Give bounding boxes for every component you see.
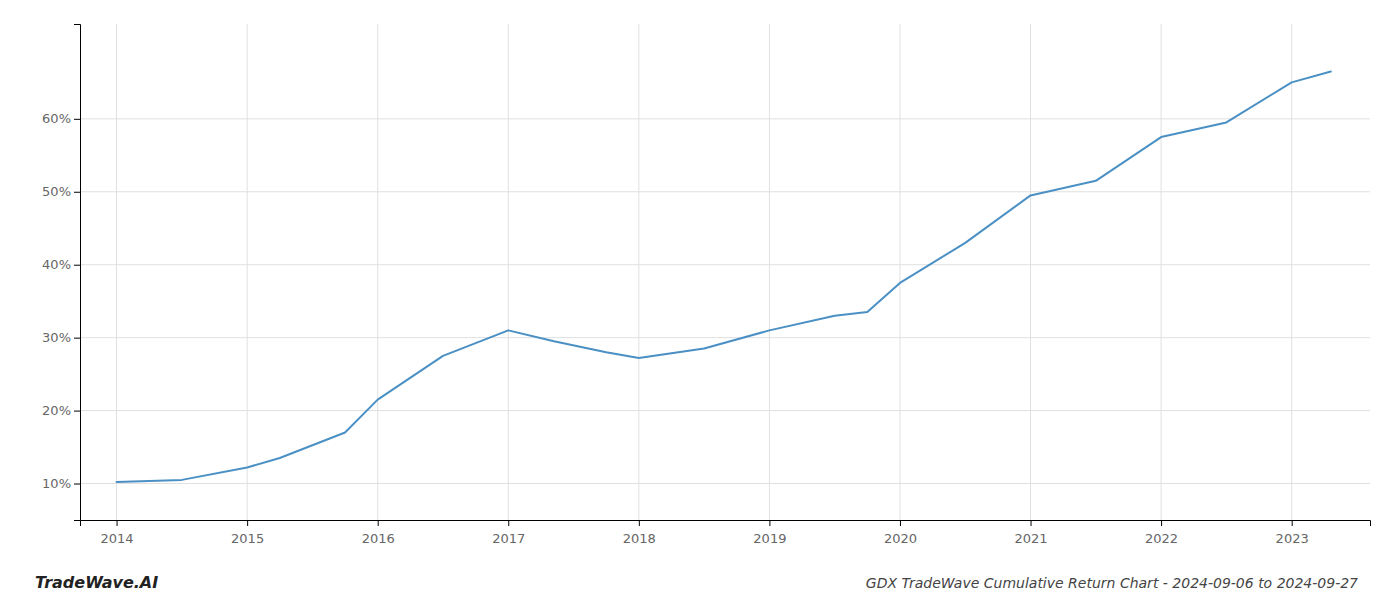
y-tick-label: 10% bbox=[42, 476, 71, 491]
x-tick: 2017 bbox=[492, 520, 525, 546]
x-tick-mark bbox=[639, 520, 640, 526]
x-tick: 2018 bbox=[623, 520, 656, 546]
y-tick-mark bbox=[74, 119, 80, 120]
y-tick-label: 60% bbox=[42, 111, 71, 126]
plot-area: 2014 2015 2016 2017 2018 2019 2020 2021 2022 2023… bbox=[42, 24, 1370, 546]
y-grid-line bbox=[80, 337, 1370, 338]
x-grid-line bbox=[1161, 24, 1162, 520]
x-tick: 2014 bbox=[101, 520, 134, 546]
x-grid-line bbox=[638, 24, 639, 520]
x-tick-mark bbox=[247, 520, 248, 526]
y-tick-label: 30% bbox=[42, 330, 71, 345]
x-tick-label: 2023 bbox=[1276, 531, 1309, 546]
x-tick-mark bbox=[1161, 520, 1162, 526]
title: GDX TradeWave Cumulative Return Chart - … bbox=[866, 575, 1358, 591]
y-tick-mark bbox=[74, 484, 80, 485]
x-tick: 2023 bbox=[1276, 520, 1309, 546]
y-tick-label: 50% bbox=[42, 184, 71, 199]
x-tick-label: 2017 bbox=[492, 531, 525, 546]
x-grid-line bbox=[1030, 24, 1031, 520]
x-axis-line bbox=[81, 521, 1371, 527]
x-grid-line bbox=[1291, 24, 1292, 520]
x-tick: 2016 bbox=[362, 520, 395, 546]
x-tick-mark bbox=[900, 520, 901, 526]
x-tick-mark bbox=[508, 520, 509, 526]
x-tick: 2021 bbox=[1014, 520, 1047, 546]
x-grid-line bbox=[377, 24, 378, 520]
x-grid-line bbox=[116, 24, 117, 520]
x-tick: 2022 bbox=[1145, 520, 1178, 546]
x-tick-mark bbox=[117, 520, 118, 526]
y-tick-label: 40% bbox=[42, 257, 71, 272]
x-axis: 2014 2015 2016 2017 2018 2019 2020 2021 2022 2023 bbox=[81, 520, 1371, 546]
x-tick-mark bbox=[769, 520, 770, 526]
y-grid-line bbox=[80, 483, 1370, 484]
watermark: TradeWave.AI bbox=[35, 573, 158, 592]
y-tick-mark bbox=[74, 265, 80, 266]
y-axis-line bbox=[74, 25, 81, 521]
line bbox=[117, 71, 1331, 482]
y-grid-line bbox=[80, 264, 1370, 265]
x-tick-mark bbox=[1031, 520, 1032, 526]
x-tick-label: 2014 bbox=[101, 531, 134, 546]
y-tick: 50% bbox=[42, 184, 80, 199]
y-tick-mark bbox=[74, 192, 80, 193]
y-tick: 30% bbox=[42, 330, 80, 345]
x-tick: 2020 bbox=[884, 520, 917, 546]
x-grid-line bbox=[247, 24, 248, 520]
y-grid-line bbox=[80, 410, 1370, 411]
y-tick-mark bbox=[74, 411, 80, 412]
y-tick: 40% bbox=[42, 257, 80, 272]
grid bbox=[80, 24, 1370, 520]
x-tick-mark bbox=[1292, 520, 1293, 526]
x-tick-label: 2022 bbox=[1145, 531, 1178, 546]
x-grid-line bbox=[899, 24, 900, 520]
x-tick-label: 2019 bbox=[753, 531, 786, 546]
x-tick-label: 2021 bbox=[1014, 531, 1047, 546]
chart: 2014 2015 2016 2017 2018 2019 2020 2021 2022 2023… bbox=[0, 0, 1400, 600]
marks bbox=[117, 71, 1331, 482]
x-grid-line bbox=[508, 24, 509, 520]
y-tick: 60% bbox=[42, 111, 80, 126]
y-tick-mark bbox=[74, 338, 80, 339]
x-grid-line bbox=[769, 24, 770, 520]
x-tick-label: 2018 bbox=[623, 531, 656, 546]
y-grid-line bbox=[80, 191, 1370, 192]
y-axis: 10% 20% 30% 40% 50% 60% bbox=[42, 25, 80, 521]
x-tick: 2019 bbox=[753, 520, 786, 546]
x-tick: 2015 bbox=[231, 520, 264, 546]
x-tick-mark bbox=[378, 520, 379, 526]
y-tick: 10% bbox=[42, 476, 80, 491]
x-tick-label: 2020 bbox=[884, 531, 917, 546]
y-grid-line bbox=[80, 118, 1370, 119]
x-tick-label: 2016 bbox=[362, 531, 395, 546]
y-tick-label: 20% bbox=[42, 403, 71, 418]
y-tick: 20% bbox=[42, 403, 80, 418]
x-tick-label: 2015 bbox=[231, 531, 264, 546]
